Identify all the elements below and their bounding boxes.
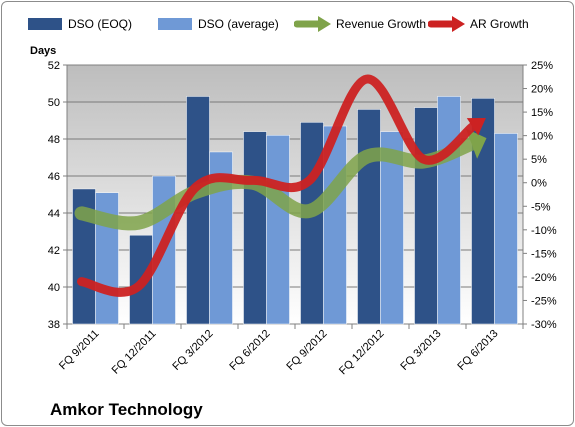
legend-swatch: [158, 18, 192, 30]
series-arrowhead: [465, 128, 487, 159]
series-line: [74, 136, 479, 231]
legend-item: DSO (average): [156, 14, 279, 34]
legend-swatch: [293, 16, 331, 32]
y2-tick-label: -15%: [531, 248, 557, 260]
y2-tick-label: 5%: [531, 154, 547, 166]
legend-item: DSO (EOQ): [26, 14, 132, 34]
legend-label: AR Growth: [470, 17, 529, 31]
y2-tick-label: 15%: [531, 107, 553, 119]
x-tick-label: FQ 12/2011: [110, 328, 159, 377]
y2-tick-label: 20%: [531, 84, 553, 96]
chart-title: Amkor Technology: [50, 400, 203, 419]
bar: [414, 107, 438, 325]
y-tick-label: 46: [48, 171, 60, 183]
x-tick-label: FQ 3/2012: [170, 328, 215, 373]
y2-tick-label: 25%: [531, 60, 553, 72]
y-axis-label: Days: [30, 45, 56, 57]
y-tick-label: 40: [48, 282, 60, 294]
y-tick-label: 42: [48, 245, 60, 257]
y2-tick-label: -20%: [531, 272, 557, 284]
bar: [471, 98, 495, 325]
legend-swatch: [427, 16, 465, 32]
y-tick-label: 52: [48, 60, 60, 72]
legend-label: DSO (EOQ): [68, 17, 133, 31]
y2-tick-label: 10%: [531, 131, 553, 143]
y-tick-label: 44: [48, 208, 60, 220]
x-tick-label: FQ 12/2012: [337, 328, 387, 378]
y-tick-label: 50: [48, 97, 60, 109]
bar: [437, 96, 461, 325]
x-tick-label: FQ 9/2011: [57, 328, 102, 373]
x-tick-label: FQ 6/2013: [455, 328, 500, 373]
series-line: [77, 74, 477, 297]
bar: [494, 133, 518, 325]
y2-tick-label: -25%: [531, 295, 557, 307]
bar: [186, 96, 210, 325]
y-tick-label: 48: [48, 134, 60, 146]
legend-swatch: [28, 18, 62, 30]
legend-label: Revenue Growth: [336, 17, 427, 31]
bar: [209, 151, 233, 325]
series-arrowhead: [466, 117, 486, 136]
bar: [243, 131, 267, 325]
legend-label: DSO (average): [198, 17, 279, 31]
bar: [357, 109, 381, 325]
legend-item: Revenue Growth: [293, 14, 427, 34]
bar: [380, 131, 404, 325]
y2-tick-label: -30%: [531, 319, 557, 331]
y-tick-label: 38: [48, 319, 60, 331]
y2-tick-label: 0%: [531, 178, 547, 190]
y2-tick-label: -5%: [531, 201, 551, 213]
legend-item: AR Growth: [427, 14, 529, 34]
x-tick-label: FQ 9/2012: [284, 328, 329, 373]
y2-tick-label: -10%: [531, 225, 557, 237]
bar: [300, 122, 324, 325]
x-tick-label: FQ 6/2012: [227, 328, 272, 373]
x-tick-label: FQ 3/2013: [398, 328, 443, 373]
bar: [266, 135, 290, 325]
